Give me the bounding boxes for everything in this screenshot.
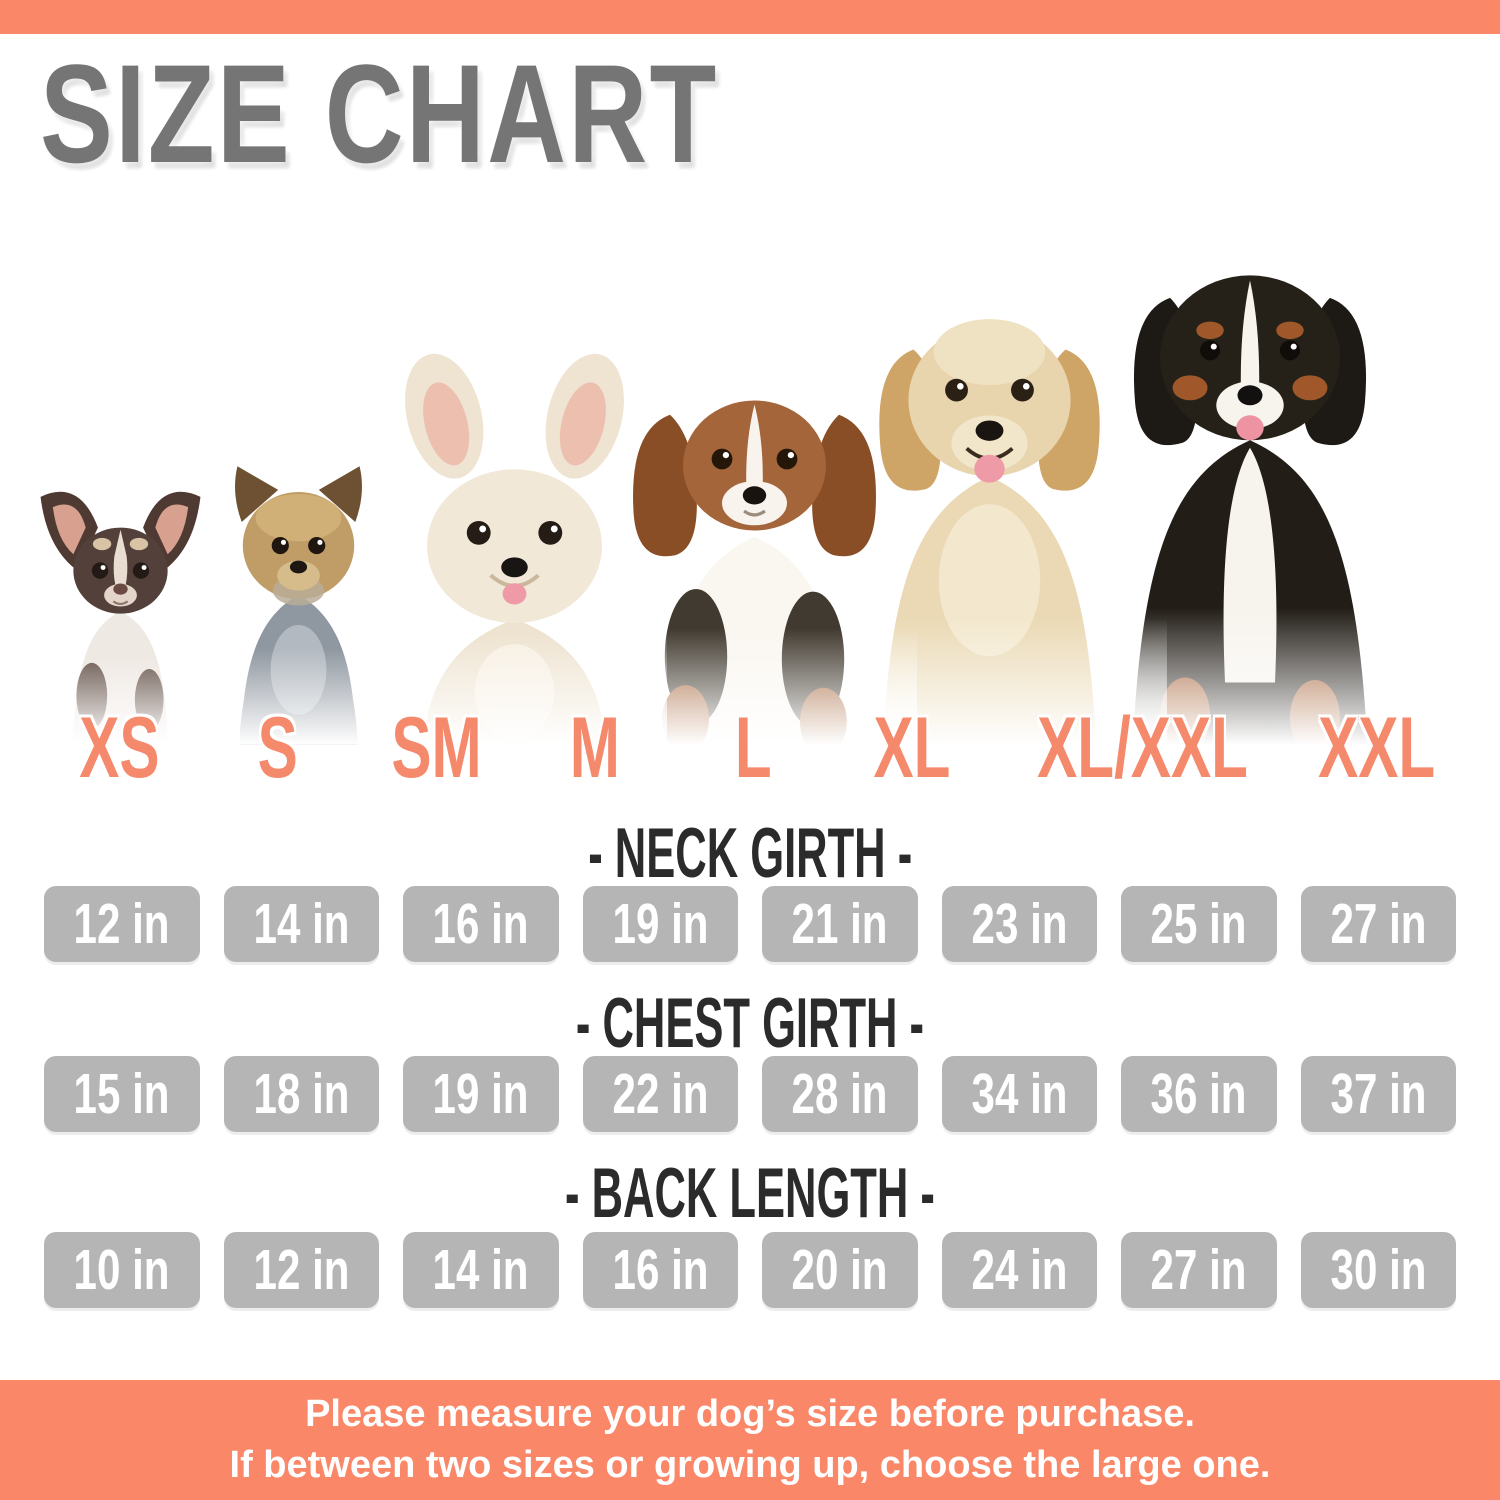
neck-girth-value-xl: 23 in bbox=[941, 886, 1097, 962]
neck-girth-value-xxl: 27 in bbox=[1300, 886, 1456, 962]
chest-girth-value-l: 28 in bbox=[762, 1056, 918, 1132]
chest-girth-heading: - CHEST GIRTH - bbox=[575, 983, 925, 1063]
page-title: SIZE CHART bbox=[40, 35, 719, 192]
back-length-value-l: 20 in bbox=[762, 1232, 918, 1308]
size-label-sm: SM bbox=[391, 699, 482, 796]
french-bulldog-photo bbox=[362, 353, 667, 745]
chest-girth-value-xxl: 37 in bbox=[1300, 1056, 1456, 1132]
size-label-s: S bbox=[257, 699, 298, 796]
footer-note-line-1: Please measure your dog’s size before pu… bbox=[305, 1392, 1195, 1435]
neck-girth-heading: - NECK GIRTH - bbox=[588, 813, 912, 893]
chest-girth-value-xl: 34 in bbox=[941, 1056, 1097, 1132]
beagle-photo bbox=[592, 400, 917, 745]
chest-girth-value-xl-xxl: 36 in bbox=[1121, 1056, 1277, 1132]
back-length-heading: - BACK LENGTH - bbox=[565, 1153, 935, 1233]
neck-girth-value-sm: 16 in bbox=[403, 886, 559, 962]
footer-note-bar: Please measure your dog’s size before pu… bbox=[0, 1380, 1500, 1500]
golden-retriever-photo bbox=[812, 319, 1167, 745]
size-label-xl: XL bbox=[873, 699, 951, 796]
top-accent-bar bbox=[0, 0, 1500, 34]
footer-note-line-2: If between two sizes or growing up, choo… bbox=[229, 1444, 1271, 1486]
size-label-l: L bbox=[735, 699, 773, 796]
size-label-m: M bbox=[570, 699, 621, 796]
back-length-value-m: 16 in bbox=[582, 1232, 738, 1308]
chihuahua-photo bbox=[18, 491, 223, 745]
back-length-value-xl: 24 in bbox=[941, 1232, 1097, 1308]
neck-girth-value-s: 14 in bbox=[223, 886, 379, 962]
neck-girth-value-xl-xxl: 25 in bbox=[1121, 886, 1277, 962]
neck-girth-row: 12 in 14 in 16 in 19 in 21 in 23 in 25 i… bbox=[44, 886, 1456, 962]
chest-girth-value-s: 18 in bbox=[223, 1056, 379, 1132]
chest-girth-row: 15 in 18 in 19 in 22 in 28 in 34 in 36 i… bbox=[44, 1056, 1456, 1132]
back-length-row: 10 in 12 in 14 in 16 in 20 in 24 in 27 i… bbox=[44, 1232, 1456, 1308]
chest-girth-value-xs: 15 in bbox=[44, 1056, 200, 1132]
back-length-value-xl-xxl: 27 in bbox=[1121, 1232, 1277, 1308]
back-length-value-xs: 10 in bbox=[44, 1232, 200, 1308]
back-length-value-s: 12 in bbox=[223, 1232, 379, 1308]
back-length-value-xxl: 30 in bbox=[1300, 1232, 1456, 1308]
size-label-xl-xxl: XL/XXL bbox=[1036, 699, 1248, 796]
neck-girth-value-m: 19 in bbox=[582, 886, 738, 962]
chest-girth-value-m: 22 in bbox=[582, 1056, 738, 1132]
size-label-row: XS S SM M L XL XL/XXL XXL bbox=[40, 699, 1460, 796]
neck-girth-value-l: 21 in bbox=[762, 886, 918, 962]
back-length-value-sm: 14 in bbox=[403, 1232, 559, 1308]
yorkshire-terrier-photo bbox=[186, 466, 411, 745]
neck-girth-value-xs: 12 in bbox=[44, 886, 200, 962]
size-label-xxl: XXL bbox=[1317, 699, 1435, 796]
size-label-xs: XS bbox=[79, 699, 160, 796]
chest-girth-value-sm: 19 in bbox=[403, 1056, 559, 1132]
